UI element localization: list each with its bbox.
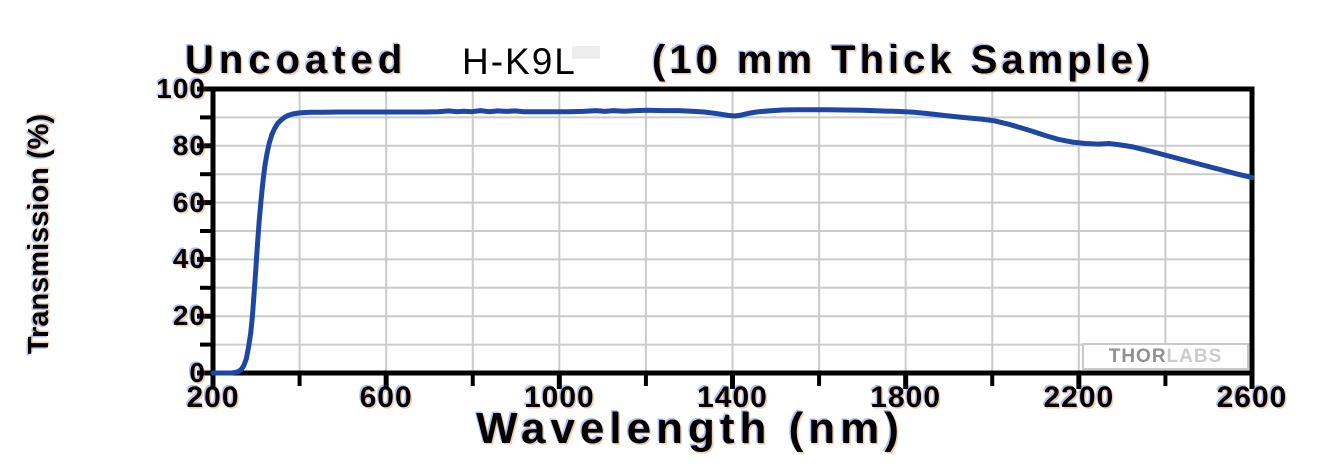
axis-ticks xyxy=(197,86,1255,389)
x-axis-label: Wavelength (nm) xyxy=(476,404,904,453)
x-tick-label: 1000 xyxy=(523,381,595,414)
thorlabs-watermark: THOR LABS xyxy=(1082,343,1249,370)
x-tick-label: 2200 xyxy=(1043,381,1115,414)
chart-title-suffix: (10 mm Thick Sample) xyxy=(652,38,1155,82)
y-tick-label: 100 xyxy=(156,73,206,104)
edit-artifact xyxy=(572,46,600,59)
gridlines xyxy=(213,89,1252,373)
plot-frame xyxy=(210,86,1255,376)
y-tick-label: 0 xyxy=(189,357,206,388)
watermark-labs: LABS xyxy=(1166,345,1223,367)
chart-title-prefix: Uncoated xyxy=(185,38,408,82)
x-tick-label: 2600 xyxy=(1216,381,1288,414)
series-line xyxy=(210,107,1255,376)
y-tick-label: 80 xyxy=(172,129,206,161)
x-tick-label: 200 xyxy=(186,381,240,414)
x-tick-label: 600 xyxy=(359,381,413,414)
chart-title-material: H-K9L xyxy=(462,41,577,82)
y-tick-label: 40 xyxy=(172,243,206,275)
x-tick-label: 1800 xyxy=(870,381,942,414)
watermark-thor: THOR xyxy=(1108,345,1167,367)
y-tick-label: 60 xyxy=(172,186,206,218)
y-tick-label: 20 xyxy=(172,300,206,332)
x-tick-label: 1400 xyxy=(697,381,768,414)
transmission-curve xyxy=(210,107,1255,376)
